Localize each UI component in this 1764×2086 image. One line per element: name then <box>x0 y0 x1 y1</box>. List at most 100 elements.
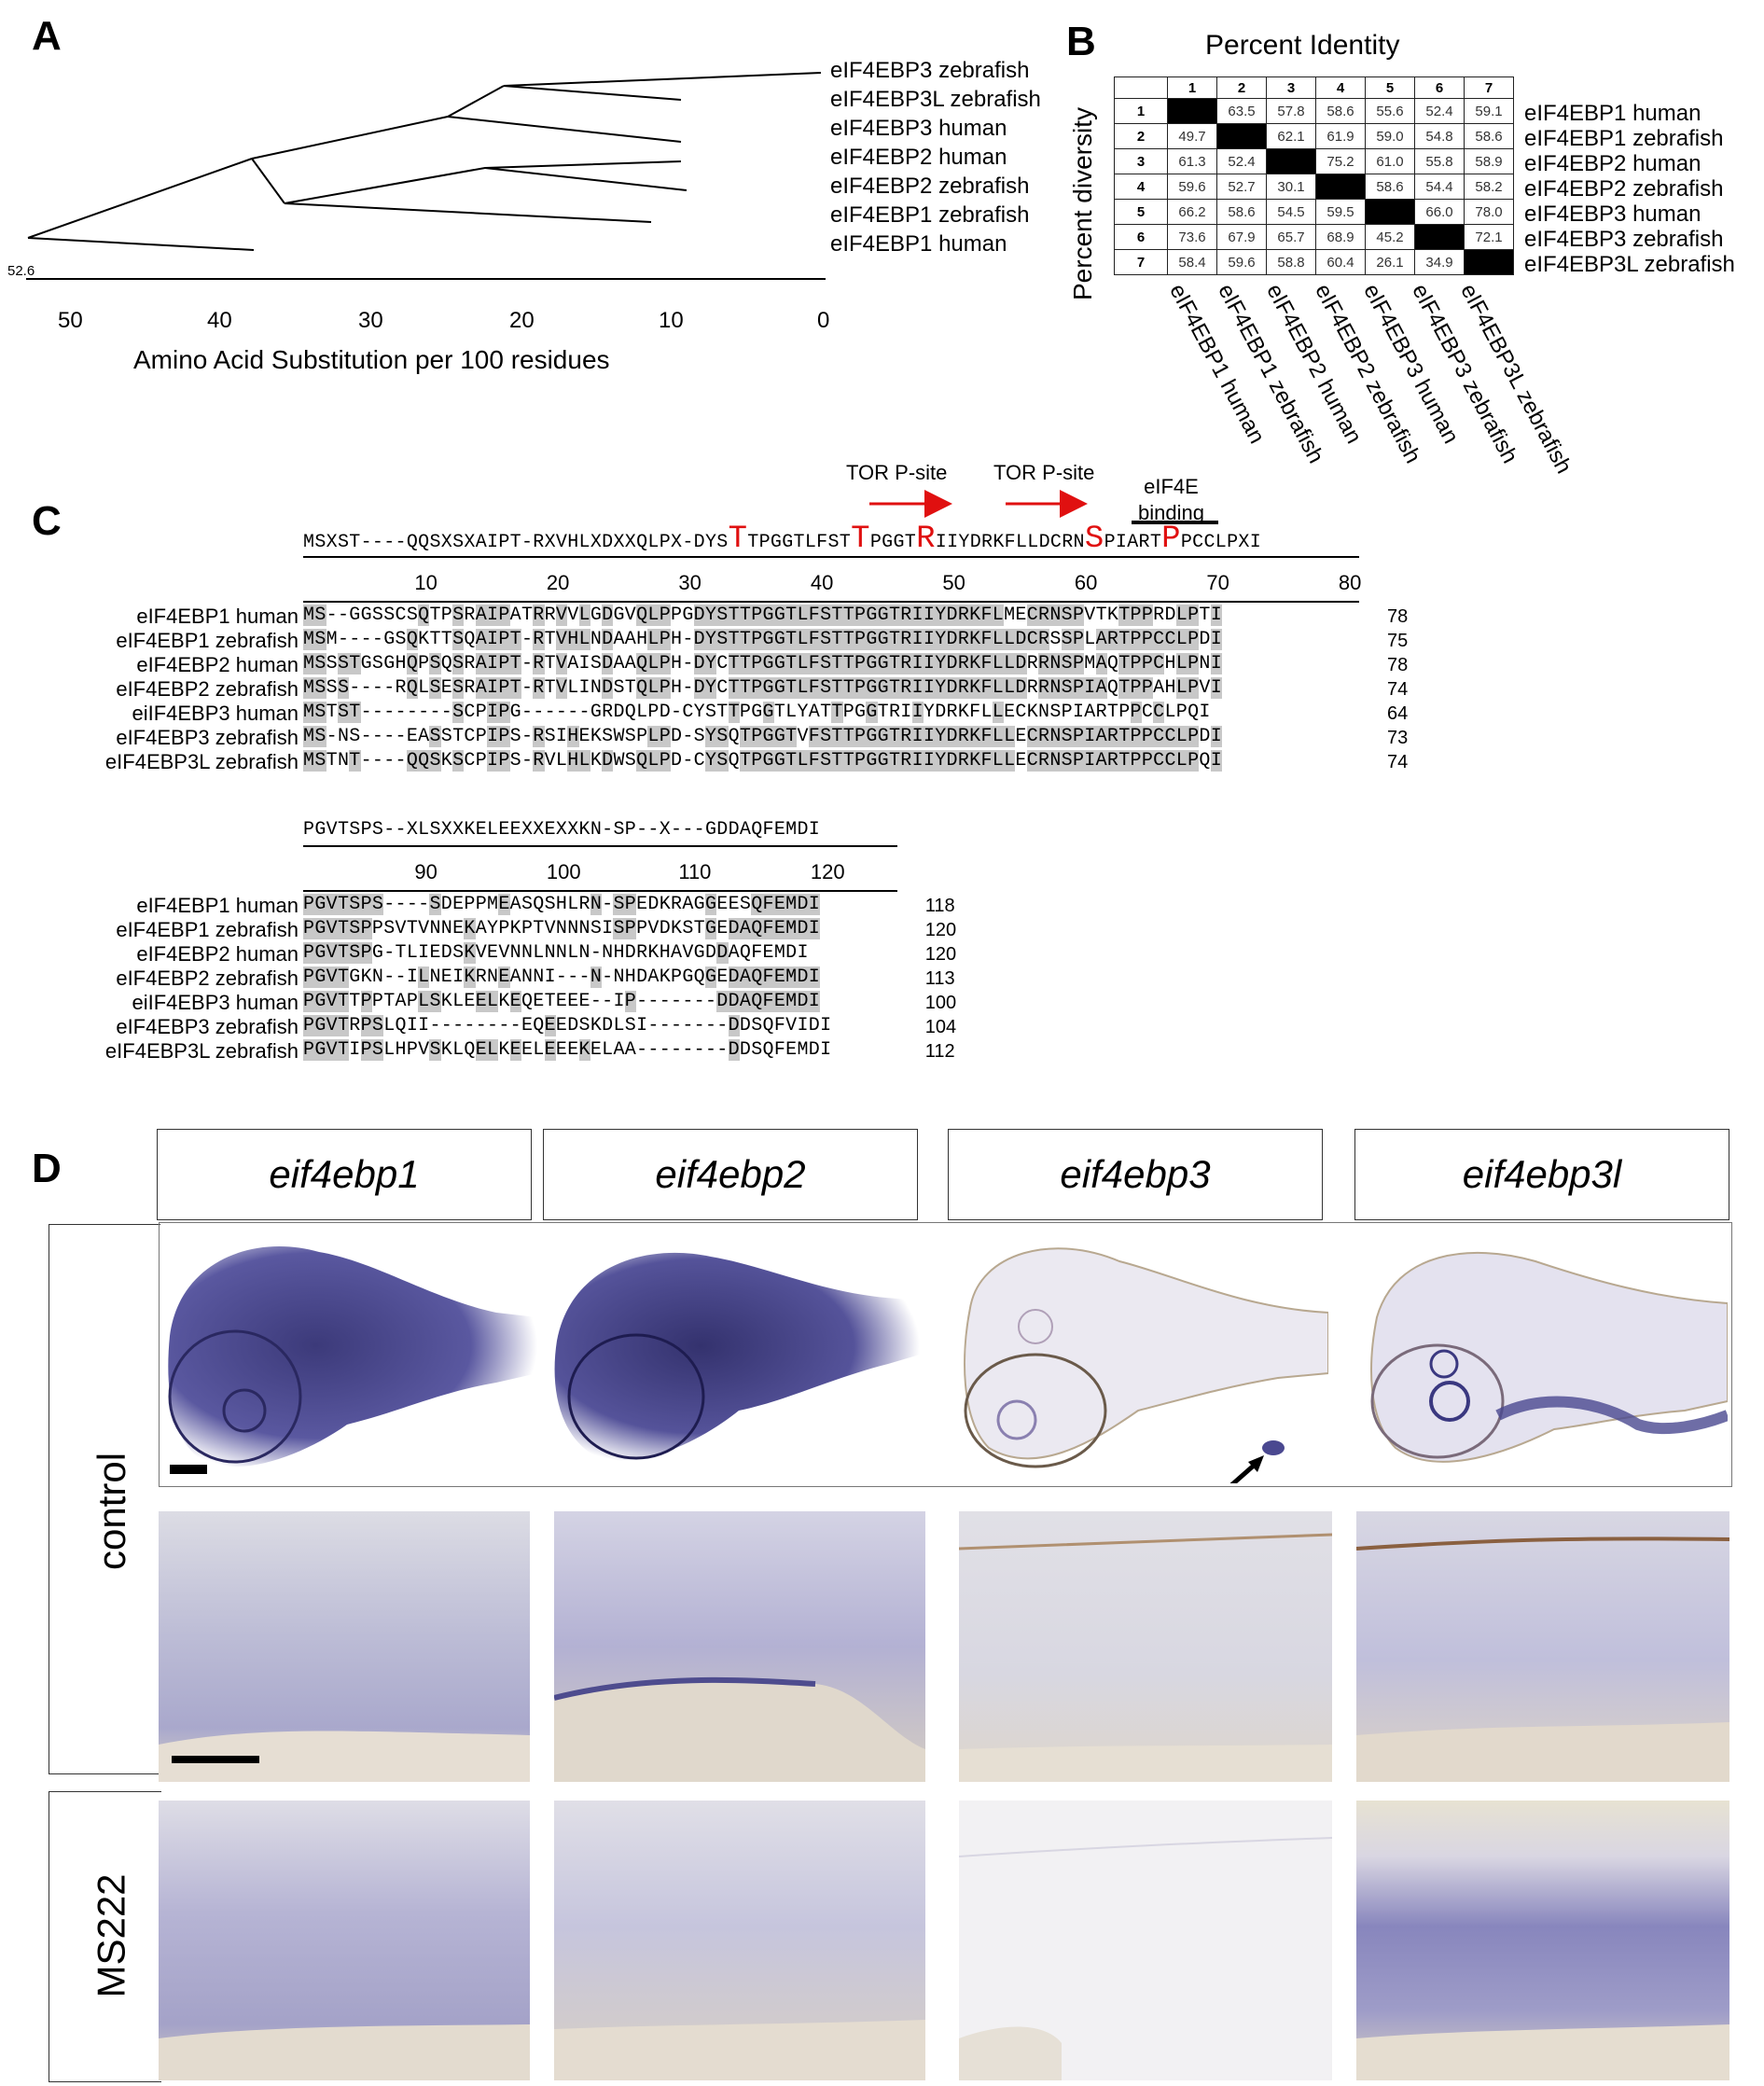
control-frame <box>49 1224 161 1774</box>
consensus-underline <box>303 845 897 847</box>
row1-frame <box>159 1222 1732 1487</box>
sequence-end-position: 78 <box>1387 655 1409 675</box>
ruler-tick: 80 <box>1338 571 1362 594</box>
sequence-end-position: 64 <box>1387 703 1409 724</box>
consensus-sequence: MSXST----QQSXSXAIPT-RXVHLXDXXQLPX-DYSTTP… <box>303 522 1262 557</box>
pid-cell: 30.1 <box>1266 174 1316 200</box>
ruler-tick: 40 <box>810 571 834 594</box>
tree-branch <box>251 158 285 204</box>
tree-label: eIF4EBP3 human <box>830 116 1007 141</box>
tree-branch <box>284 202 652 223</box>
tree-branch <box>27 237 255 251</box>
pid-cell: 58.4 <box>1167 249 1217 275</box>
sequence-name: eIF4EBP1 zebrafish <box>116 629 299 652</box>
tree-xlabel: Amino Acid Substitution per 100 residues <box>133 345 610 374</box>
ruler-tick: 70 <box>1206 571 1229 594</box>
consensus-underline <box>303 556 1359 558</box>
trunk-control-eif4ebp3 <box>959 1511 1332 1782</box>
sequence-end-position: 74 <box>1387 679 1409 700</box>
alignment-block-2: PGVTSPS--XLSXXKELEEXXEXXKN-SP--X---GDDAQ… <box>0 812 1764 1073</box>
pid-cell: 26.1 <box>1365 249 1415 275</box>
panel-b-letter: B <box>1066 19 1096 64</box>
tree-label: eIF4EBP3L zebrafish <box>830 87 1041 112</box>
aligned-sequence: PGVTTPPTAPLSKLEELKEQETEEE--IP-------DDAQ… <box>303 991 821 1012</box>
sequence-end-position: 120 <box>924 920 957 940</box>
ruler-tick: 120 <box>810 860 845 883</box>
trunk-ms222-eif4ebp1 <box>159 1801 530 2080</box>
aligned-sequence: MS-NS----EASSTCPIPS-RSIHEKSWSPLPD-SYSQTP… <box>303 726 1222 747</box>
pid-row: 7 58.4 59.6 58.8 60.4 26.1 34.9 <box>1114 249 1514 275</box>
tree-labels: eIF4EBP3 zebrafish eIF4EBP3L zebrafish e… <box>830 58 1041 260</box>
trunk-control-eif4ebp3l <box>1356 1511 1729 1782</box>
sequence-end-position: 73 <box>1387 728 1409 748</box>
pid-cell: 62.1 <box>1266 123 1316 149</box>
tick-label: 10 <box>659 308 684 333</box>
gene-header-eif4ebp3: eif4ebp3 <box>948 1129 1323 1220</box>
ruler-tick: 10 <box>414 571 438 594</box>
pid-cell: 52.4 <box>1216 148 1267 174</box>
pid-row-label: eIF4EBP3 human <box>1524 202 1701 227</box>
sequence-end-position: 112 <box>924 1041 955 1062</box>
pid-row: 3 61.3 52.4 75.2 61.0 55.8 58.9 <box>1114 148 1514 174</box>
diagonal-cell <box>1464 249 1514 275</box>
pid-cell: 58.6 <box>1315 98 1366 124</box>
consensus-sequence: PGVTSPS--XLSXXKELEEXXEXXKN-SP--X---GDDAQ… <box>303 819 821 841</box>
sequence-name: eIF4EBP3 zebrafish <box>116 726 299 749</box>
gene-header-eif4ebp1: eif4ebp1 <box>157 1129 532 1220</box>
tor-psite-annotation-1: TOR P-site <box>846 461 948 484</box>
sequence-name: eiIF4EBP3 human <box>132 702 299 725</box>
trunk-control-eif4ebp1 <box>159 1511 530 1782</box>
condition-control: control <box>90 1452 133 1571</box>
tick-label: 0 <box>817 308 830 333</box>
pid-cell: 59.6 <box>1216 249 1267 275</box>
pid-row: 6 73.6 67.9 65.7 68.9 45.2 72.1 <box>1114 224 1514 250</box>
trunk-control-eif4ebp2 <box>554 1511 925 1782</box>
aligned-sequence: PGVTIPSLHPVSKLQELKEELEEEKELAA--------DDS… <box>303 1039 832 1061</box>
sequence-name: eIF4EBP1 human <box>136 894 299 917</box>
sequence-name: eIF4EBP2 human <box>136 942 299 966</box>
aligned-sequence: PGVTRPSLQII--------EQEEDSKDLSI-------DDS… <box>303 1015 832 1036</box>
eif4e-binding-line1: eIF4E <box>1144 475 1199 498</box>
row-header: 1 <box>1114 98 1168 124</box>
ruler-line <box>303 601 1359 603</box>
eif4e-binding-line2: binding <box>1138 501 1204 524</box>
sequence-name: eIF4EBP2 human <box>136 653 299 676</box>
aligned-sequence: MSSSTGSGHQPSQSRAIPT-RTVAISDAAQLPH-DYCTTP… <box>303 653 1222 674</box>
pid-cell: 67.9 <box>1216 224 1267 250</box>
ruler-tick: 60 <box>1074 571 1098 594</box>
tree-label: eIF4EBP2 human <box>830 145 1007 170</box>
phylogenetic-tree <box>26 72 826 280</box>
pid-row-label: eIF4EBP2 zebrafish <box>1524 176 1724 202</box>
aligned-sequence: MSSS----RQLSESRAIPT-RTVLINDSTQLPH-DYCTTP… <box>303 677 1222 699</box>
aligned-sequence: MSM----GSQKTTSQAIPT-RTVHLNDAAHLPH-DYSTTP… <box>303 629 1222 650</box>
aligned-sequence: PGVTGKN--ILNEIKRNEANNI---N-NHDAKPGQGEDAQ… <box>303 967 821 988</box>
row-header: 7 <box>1114 249 1168 275</box>
aligned-sequence: PGVTSPG-TLIEDSKVEVNNLNNLN-NHDRKHAVGDDAQF… <box>303 942 809 964</box>
tor-psite-annotation-2: TOR P-site <box>993 461 1095 484</box>
embryo-image-eif4ebp2 <box>543 1224 920 1483</box>
pid-row-labels: eIF4EBP1 human eIF4EBP1 zebrafish eIF4EBP2… <box>1524 101 1735 277</box>
tick-label: 20 <box>509 308 535 333</box>
tree-branch <box>503 85 682 101</box>
sequence-name: eIF4EBP3L zebrafish <box>104 750 299 773</box>
tree-branch <box>503 72 822 87</box>
condition-ms222: MS222 <box>89 1873 133 1998</box>
row-header: 2 <box>1114 123 1168 149</box>
sequence-name: eiIF4EBP3 human <box>132 991 299 1014</box>
tree-label: eIF4EBP1 human <box>830 231 1007 257</box>
diagonal-cell <box>1315 174 1366 200</box>
pid-cell: 68.9 <box>1315 224 1366 250</box>
ruler-tick: 90 <box>414 860 438 883</box>
ruler-tick: 50 <box>942 571 965 594</box>
embryo-image-eif4ebp3 <box>951 1224 1328 1483</box>
diagonal-cell <box>1365 199 1415 225</box>
aligned-sequence: PGVTSPPSVTVNNEKAYPKPTVNNNSISPPVDKSTGEDAQ… <box>303 918 821 939</box>
aligned-sequence: PGVTSPS----SDEPPMEASQSHLRN-SPEDKRAGGEESQ… <box>303 894 821 915</box>
pid-cell: 63.5 <box>1216 98 1267 124</box>
pid-cell: 58.2 <box>1464 174 1514 200</box>
row-header: 6 <box>1114 224 1168 250</box>
aligned-sequence: MS--GGSSCSQTPSRAIPATRRVVLGDGVQLPPGDYSTTP… <box>303 605 1222 626</box>
pid-row-label: eIF4EBP1 zebrafish <box>1524 126 1724 151</box>
pid-cell: 58.6 <box>1365 174 1415 200</box>
sequence-end-position: 78 <box>1387 606 1409 627</box>
